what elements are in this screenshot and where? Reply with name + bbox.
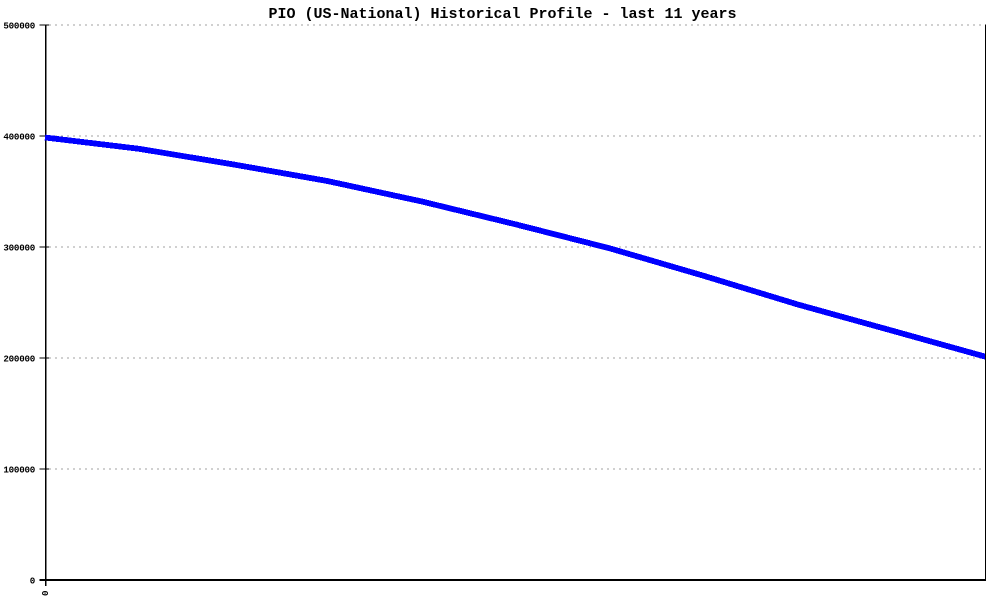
svg-text:500000: 500000: [3, 20, 35, 31]
svg-text:0: 0: [39, 591, 50, 597]
svg-text:PIO (US-National) Historical P: PIO (US-National) Historical Profile - l…: [268, 6, 736, 23]
svg-text:300000: 300000: [3, 242, 35, 253]
svg-text:100000: 100000: [3, 464, 35, 475]
svg-text:400000: 400000: [3, 131, 35, 142]
svg-text:200000: 200000: [3, 353, 35, 364]
svg-text:0: 0: [30, 576, 35, 587]
